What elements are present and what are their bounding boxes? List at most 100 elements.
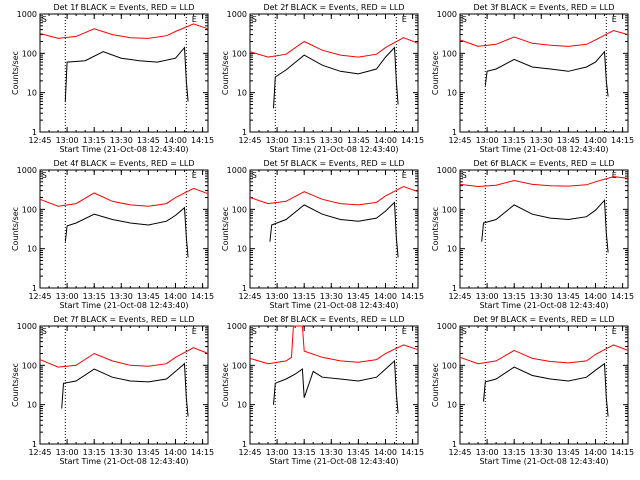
x-tick-label: 13:00 [56, 448, 79, 457]
y-tick-label: 10 [447, 245, 457, 254]
x-tick-label: 13:30 [320, 136, 343, 145]
plot-frame [459, 325, 629, 445]
x-tick-label: 13:15 [83, 136, 106, 145]
plot-frame [249, 13, 419, 133]
y-axis-label: Counts/sec [11, 207, 20, 251]
x-tick-label: 13:00 [266, 136, 289, 145]
y-tick-label: 100 [232, 49, 247, 58]
plot-frame [39, 325, 209, 445]
series-events-line [269, 201, 399, 258]
y-tick-label: 100 [22, 205, 37, 214]
x-tick-label: 13:30 [530, 136, 553, 145]
x-axis-label: Start Time (21-Oct-08 12:43:40) [479, 301, 608, 310]
x-tick-label: 13:30 [110, 136, 133, 145]
x-tick-label: 13:15 [293, 136, 316, 145]
y-axis-label: Counts/sec [221, 207, 230, 251]
y-tick-label: 100 [22, 49, 37, 58]
marker-e: E [612, 171, 617, 180]
y-tick-label: 1 [32, 128, 37, 137]
x-axis-label: Start Time (21-Oct-08 12:43:40) [479, 457, 608, 466]
panel-det-1f: Det 1f BLACK = Events, RED = LLD 1 10 100 10… [11, 3, 214, 154]
x-tick-label: 13:30 [110, 292, 133, 301]
x-tick-label: 14:00 [374, 448, 397, 457]
y-tick-label: 1 [242, 284, 247, 293]
x-tick-label: 13:00 [266, 292, 289, 301]
plot-frame [459, 169, 629, 289]
x-tick-label: 13:15 [83, 292, 106, 301]
plot-frame [39, 169, 209, 289]
y-tick-label: 10 [27, 245, 37, 254]
marker-s: S [252, 15, 257, 24]
series-lld-line [249, 37, 419, 58]
y-axis-label: Counts/sec [431, 51, 440, 95]
x-tick-label: 14:15 [191, 292, 214, 301]
x-tick-label: 13:00 [476, 448, 499, 457]
x-tick-label: 13:15 [503, 448, 526, 457]
y-tick-label: 1000 [17, 10, 37, 19]
y-axis-label: Counts/sec [11, 51, 20, 95]
y-tick-label: 10 [27, 89, 37, 98]
chart-title: Det 1f BLACK = Events, RED = LLD [53, 3, 194, 12]
y-tick-label: 100 [232, 361, 247, 370]
plot-frame [249, 325, 419, 445]
y-axis-label: Counts/sec [221, 363, 230, 407]
x-tick-label: 14:00 [584, 136, 607, 145]
y-tick-label: 10 [237, 245, 247, 254]
x-tick-label: 13:00 [476, 292, 499, 301]
x-tick-label: 14:15 [191, 448, 214, 457]
plot-frame [459, 13, 629, 133]
marker-s: S [42, 171, 47, 180]
x-tick-label: 13:00 [56, 292, 79, 301]
x-tick-label: 14:00 [374, 136, 397, 145]
series-events-line [273, 359, 399, 414]
y-tick-label: 1000 [227, 10, 247, 19]
x-tick-label: 13:00 [266, 448, 289, 457]
y-axis-label: Counts/sec [11, 363, 20, 407]
panel-det-6f: Det 6f BLACK = Events, RED = LLD 1 10 100 10… [431, 159, 634, 310]
panel-det-5f: Det 5f BLACK = Events, RED = LLD 1 10 100 10… [221, 159, 424, 310]
plot-frame [39, 13, 209, 133]
y-tick-label: 1 [452, 128, 457, 137]
x-tick-label: 13:15 [503, 292, 526, 301]
series-events-line [481, 199, 609, 253]
marker-e: E [402, 327, 407, 336]
series-events-line [64, 46, 189, 102]
x-axis-label: Start Time (21-Oct-08 12:43:40) [269, 457, 398, 466]
x-tick-label: 13:15 [503, 136, 526, 145]
series-lld-line [39, 347, 209, 368]
y-tick-label: 100 [442, 49, 457, 58]
series-events-line [484, 50, 609, 97]
y-tick-label: 1 [452, 440, 457, 449]
series-lld-line [459, 344, 629, 365]
x-tick-label: 12:45 [448, 292, 471, 301]
x-tick-label: 14:15 [191, 136, 214, 145]
y-tick-label: 1000 [437, 10, 457, 19]
x-tick-label: 13:00 [476, 136, 499, 145]
panel-det-4f: Det 4f BLACK = Events, RED = LLD 1 10 100 10… [11, 159, 214, 310]
panel-det-9f: Det 9f BLACK = Events, RED = LLD 1 10 100 10… [431, 315, 634, 466]
marker-s: S [42, 327, 47, 336]
y-tick-label: 10 [447, 89, 457, 98]
x-axis-label: Start Time (21-Oct-08 12:43:40) [59, 457, 188, 466]
chart-title: Det 7f BLACK = Events, RED = LLD [53, 315, 194, 324]
x-tick-label: 13:30 [530, 448, 553, 457]
x-tick-label: 13:30 [530, 292, 553, 301]
marker-s: S [252, 327, 257, 336]
chart-title: Det 6f BLACK = Events, RED = LLD [473, 159, 614, 168]
chart-title: Det 3f BLACK = Events, RED = LLD [473, 3, 614, 12]
x-tick-label: 13:30 [110, 448, 133, 457]
y-tick-label: 1 [32, 284, 37, 293]
series-lld-line [459, 176, 629, 188]
y-tick-label: 1000 [17, 322, 37, 331]
panel-det-2f: Det 2f BLACK = Events, RED = LLD 1 10 100 10… [221, 3, 424, 154]
marker-e: E [192, 327, 197, 336]
x-tick-label: 12:45 [238, 292, 261, 301]
marker-e: E [612, 327, 617, 336]
marker-s: S [462, 171, 467, 180]
series-lld-line [39, 23, 209, 39]
y-axis-label: Counts/sec [431, 207, 440, 251]
y-tick-label: 1 [452, 284, 457, 293]
x-tick-label: 13:00 [56, 136, 79, 145]
x-tick-label: 13:45 [557, 136, 580, 145]
